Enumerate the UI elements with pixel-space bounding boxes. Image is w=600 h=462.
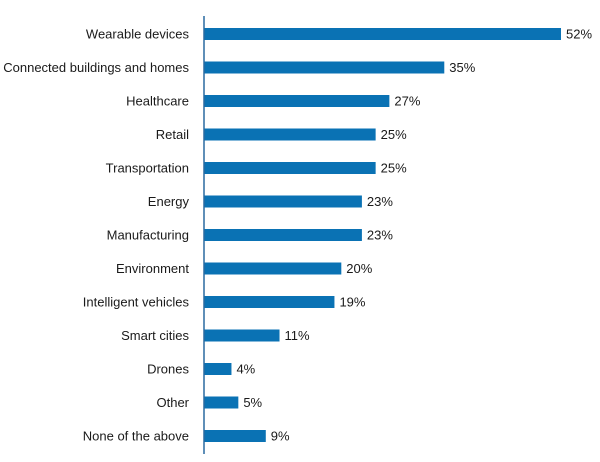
bar — [204, 195, 362, 208]
bar — [204, 162, 376, 174]
category-label: Manufacturing — [107, 228, 189, 243]
bars-group — [204, 28, 561, 442]
value-label: 9% — [271, 429, 290, 444]
bar — [204, 296, 335, 308]
value-label: 4% — [236, 362, 255, 377]
category-label: Retail — [156, 127, 189, 142]
value-label: 19% — [339, 295, 365, 310]
bar — [204, 430, 266, 442]
category-label: Other — [156, 395, 189, 410]
category-label: Connected buildings and homes — [3, 60, 189, 75]
category-label: Energy — [148, 194, 190, 209]
bar — [204, 61, 445, 74]
bar — [204, 229, 362, 241]
category-label: Healthcare — [126, 94, 189, 109]
bar — [204, 396, 239, 409]
value-label: 35% — [449, 60, 475, 75]
bar — [204, 128, 376, 141]
value-labels-group: 52% 35% 27% 25% 25% 23% 23% 20% 19% 11% 4% 5% 9% — [236, 27, 592, 444]
value-label: 11% — [285, 328, 310, 343]
category-label: Drones — [147, 362, 189, 377]
category-label: Intelligent vehicles — [83, 295, 190, 310]
bar — [204, 363, 232, 375]
category-label: Smart cities — [121, 328, 189, 343]
bar — [204, 95, 390, 107]
value-label: 25% — [381, 161, 407, 176]
value-label: 27% — [394, 94, 420, 109]
value-label: 23% — [367, 194, 393, 209]
category-label: Transportation — [106, 161, 189, 176]
category-label: Wearable devices — [86, 27, 190, 42]
category-label: None of the above — [83, 429, 189, 444]
value-label: 5% — [243, 395, 262, 410]
bar — [204, 329, 280, 342]
category-label: Environment — [116, 261, 189, 276]
value-label: 23% — [367, 228, 393, 243]
bar — [204, 28, 561, 40]
category-labels-group: Wearable devices Connected buildings and … — [3, 27, 189, 444]
value-label: 25% — [381, 127, 407, 142]
value-label: 52% — [566, 27, 592, 42]
value-label: 20% — [346, 261, 372, 276]
bar — [204, 262, 342, 275]
